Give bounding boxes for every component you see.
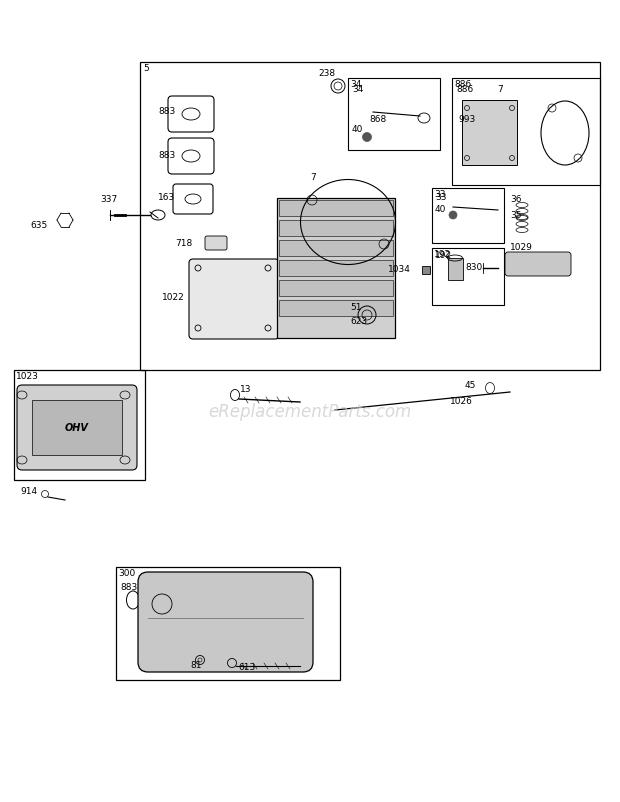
Text: 1022: 1022: [162, 294, 185, 302]
Text: 718: 718: [175, 238, 192, 248]
Text: 868: 868: [369, 115, 386, 124]
Text: 34: 34: [352, 86, 363, 95]
FancyBboxPatch shape: [205, 236, 227, 250]
FancyBboxPatch shape: [17, 385, 137, 470]
Text: 33: 33: [434, 190, 446, 199]
Text: 886: 886: [454, 80, 471, 89]
Text: 40: 40: [435, 205, 446, 214]
Text: 1026: 1026: [450, 398, 473, 407]
Text: 337: 337: [100, 196, 117, 205]
Bar: [432, 188, 504, 243]
Bar: [32, 400, 122, 455]
Bar: [422, 266, 430, 274]
Text: 1029: 1029: [510, 244, 533, 253]
Text: 51: 51: [350, 303, 361, 313]
Text: 883: 883: [158, 107, 175, 116]
Text: 34: 34: [350, 80, 361, 89]
Bar: [448, 258, 463, 280]
Bar: [140, 62, 600, 370]
Text: 613: 613: [238, 663, 255, 673]
Text: 163: 163: [158, 193, 175, 202]
Bar: [462, 100, 517, 165]
Text: 635: 635: [30, 221, 47, 229]
Text: 5: 5: [143, 64, 149, 73]
Text: 45: 45: [465, 380, 476, 390]
Bar: [279, 280, 393, 296]
Text: 81: 81: [190, 661, 202, 670]
Text: 40: 40: [352, 125, 363, 135]
Text: 192: 192: [434, 250, 451, 259]
Text: 623: 623: [350, 318, 367, 326]
Bar: [279, 260, 393, 276]
Text: 1034: 1034: [388, 265, 411, 274]
Bar: [432, 248, 504, 305]
Text: eReplacementParts.com: eReplacementParts.com: [208, 403, 412, 421]
Text: 192: 192: [435, 252, 452, 261]
Text: OHV: OHV: [65, 423, 89, 433]
Text: 883: 883: [120, 584, 137, 593]
Text: 300: 300: [118, 569, 135, 578]
Bar: [279, 240, 393, 256]
Bar: [14, 370, 145, 480]
Bar: [279, 200, 393, 216]
Text: 35: 35: [510, 210, 521, 220]
Ellipse shape: [363, 132, 371, 141]
Text: 33: 33: [435, 193, 446, 202]
Bar: [452, 78, 600, 185]
Bar: [116, 567, 340, 680]
Ellipse shape: [449, 211, 457, 219]
Bar: [279, 220, 393, 236]
FancyBboxPatch shape: [505, 252, 571, 276]
Text: 36: 36: [510, 196, 521, 205]
Text: 7: 7: [497, 86, 503, 95]
Bar: [348, 78, 440, 150]
Text: 914: 914: [20, 488, 37, 496]
Text: 238: 238: [318, 70, 335, 79]
FancyBboxPatch shape: [189, 259, 279, 339]
Text: 886: 886: [456, 86, 473, 95]
Bar: [277, 198, 395, 338]
Text: 883: 883: [158, 151, 175, 160]
Text: 7: 7: [310, 173, 316, 183]
Text: 13: 13: [240, 386, 252, 395]
Text: 993: 993: [458, 115, 476, 124]
FancyBboxPatch shape: [138, 572, 313, 672]
Bar: [279, 300, 393, 316]
Text: 1023: 1023: [16, 372, 39, 381]
Text: 830: 830: [465, 264, 482, 273]
